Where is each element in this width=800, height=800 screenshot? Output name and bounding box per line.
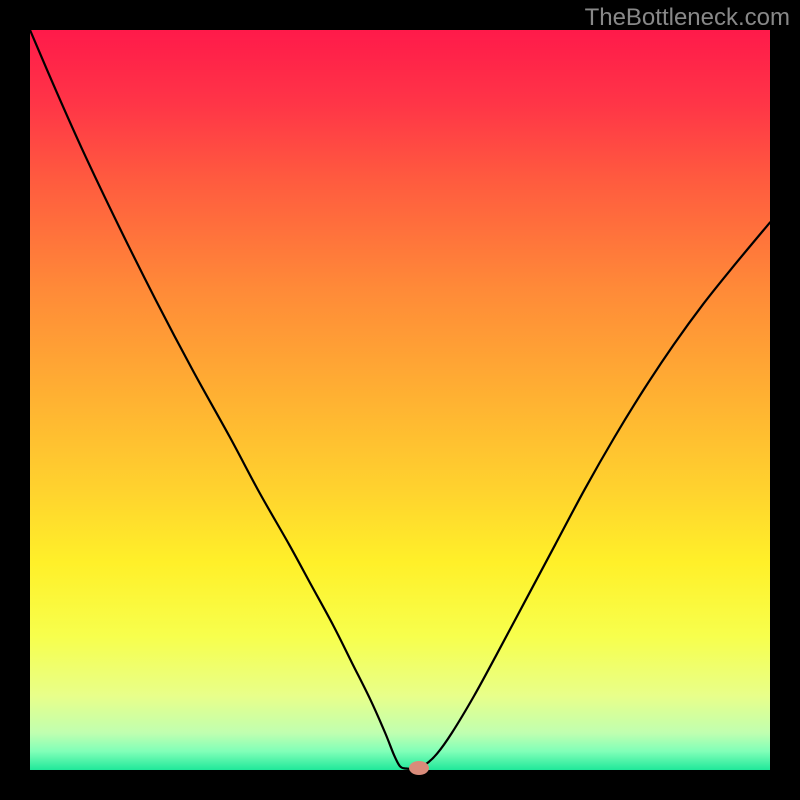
- bottleneck-curve: [30, 30, 770, 769]
- watermark-text: TheBottleneck.com: [585, 4, 790, 32]
- optimal-point-marker: [409, 761, 429, 775]
- chart-container: TheBottleneck.com: [0, 0, 800, 800]
- plot-area: [30, 30, 770, 770]
- curve-layer: [30, 30, 770, 770]
